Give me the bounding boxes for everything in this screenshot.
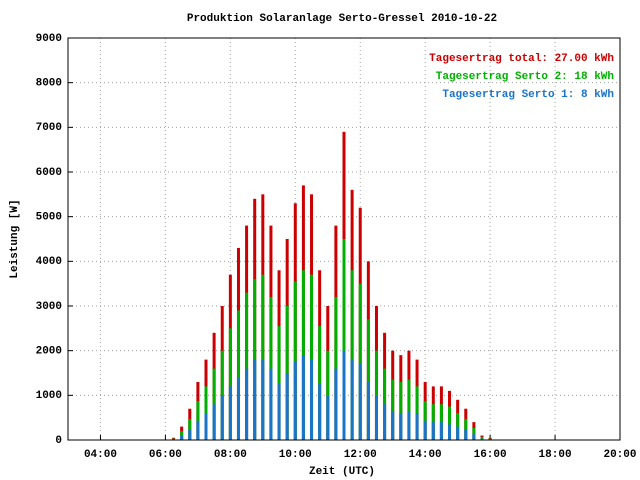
y-tick-label: 5000 xyxy=(36,212,62,224)
bar xyxy=(204,413,208,440)
bar xyxy=(366,381,370,440)
plot-frame xyxy=(67,37,621,441)
bar xyxy=(245,368,249,440)
bar xyxy=(277,326,281,440)
bar xyxy=(423,420,427,440)
bar xyxy=(439,422,443,440)
legend-entry: Tagesertrag total: 27.00 kWh xyxy=(429,53,614,65)
bar xyxy=(269,368,273,440)
bar xyxy=(245,292,249,440)
bar xyxy=(383,404,387,440)
bar xyxy=(180,435,184,440)
x-tick-label: 16:00 xyxy=(474,449,507,461)
y-tick-label: 8000 xyxy=(36,78,62,90)
bar xyxy=(342,239,346,440)
bar xyxy=(374,395,378,440)
x-tick-label: 12:00 xyxy=(344,449,377,461)
bar xyxy=(196,401,200,440)
bar xyxy=(464,419,468,440)
bar xyxy=(310,274,314,440)
bar xyxy=(342,350,346,440)
bar xyxy=(318,326,322,440)
bar xyxy=(391,379,395,440)
y-axis-label: Leistung [W] xyxy=(9,199,21,278)
bar xyxy=(220,395,224,440)
chart-title: Produktion Solaranlage Serto-Gressel 201… xyxy=(187,13,497,25)
bar xyxy=(399,413,403,440)
bar xyxy=(472,434,476,440)
y-tick-label: 3000 xyxy=(36,301,62,313)
bar xyxy=(358,364,362,440)
bar xyxy=(188,429,192,440)
y-tick-label: 0 xyxy=(55,435,62,447)
bar xyxy=(456,426,460,440)
bar xyxy=(407,379,411,440)
x-tick-label: 14:00 xyxy=(409,449,442,461)
bar xyxy=(196,420,200,440)
bar xyxy=(350,270,354,440)
bar xyxy=(212,404,216,440)
bar xyxy=(464,429,468,440)
bar xyxy=(293,361,297,440)
bar xyxy=(228,328,232,440)
y-tick-label: 6000 xyxy=(36,167,62,179)
bar xyxy=(431,422,435,440)
bar xyxy=(448,424,452,440)
bar xyxy=(310,359,314,440)
bar xyxy=(277,384,281,440)
x-tick-label: 20:00 xyxy=(603,449,636,461)
y-tick-label: 4000 xyxy=(36,256,62,268)
bar xyxy=(253,359,257,440)
bar xyxy=(480,436,484,440)
bar xyxy=(448,406,452,440)
legend-entry: Tagesertrag Serto 2: 18 kWh xyxy=(436,71,614,83)
bar xyxy=(472,427,476,440)
bar xyxy=(358,283,362,440)
bar xyxy=(334,368,338,440)
bar xyxy=(261,359,265,440)
bar xyxy=(285,373,289,440)
bar xyxy=(220,350,224,440)
y-tick-label: 1000 xyxy=(36,390,62,402)
bar xyxy=(236,377,240,440)
bar xyxy=(366,319,370,440)
x-tick-label: 08:00 xyxy=(214,449,247,461)
bar xyxy=(293,281,297,440)
bar xyxy=(415,413,419,440)
x-tick-label: 04:00 xyxy=(84,449,117,461)
bar xyxy=(326,350,330,440)
bar xyxy=(228,386,232,440)
y-tick-label: 2000 xyxy=(36,346,62,358)
bar xyxy=(399,381,403,440)
x-axis-label: Zeit (UTC) xyxy=(309,466,375,478)
bar xyxy=(318,384,322,440)
bar xyxy=(480,438,484,440)
bar xyxy=(261,274,265,440)
bar xyxy=(326,395,330,440)
bar xyxy=(188,419,192,440)
bar xyxy=(374,350,378,440)
y-tick-label: 7000 xyxy=(36,122,62,134)
y-tick-label: 9000 xyxy=(36,33,62,45)
bar xyxy=(350,359,354,440)
x-tick-label: 10:00 xyxy=(279,449,312,461)
bar xyxy=(236,310,240,440)
x-tick-label: 06:00 xyxy=(149,449,182,461)
x-tick-label: 18:00 xyxy=(539,449,572,461)
bar xyxy=(407,410,411,440)
legend-entry: Tagesertrag Serto 1: 8 kWh xyxy=(442,89,614,101)
bar xyxy=(301,355,305,440)
bar xyxy=(391,410,395,440)
bar xyxy=(423,401,427,440)
